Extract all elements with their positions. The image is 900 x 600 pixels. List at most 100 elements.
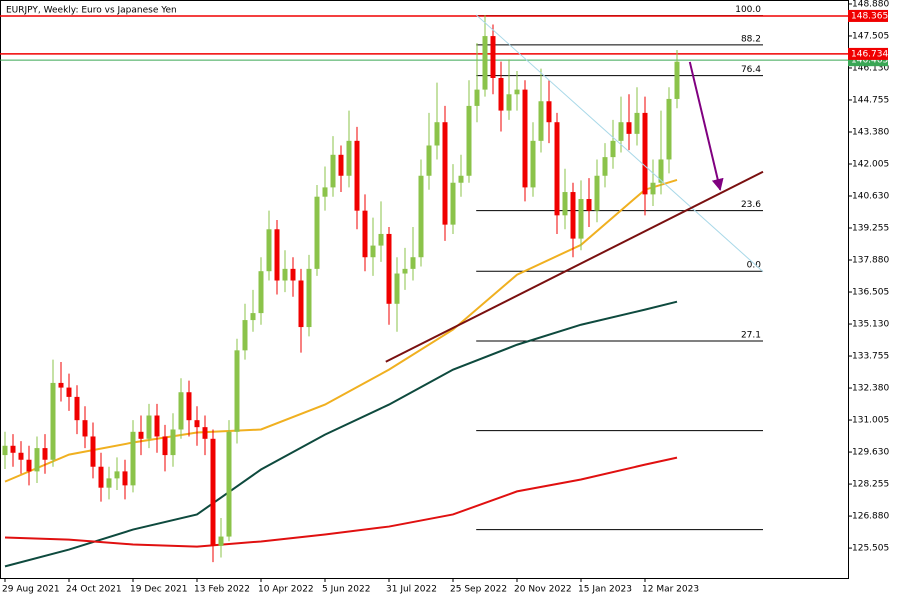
candle-body (18, 452, 24, 460)
y-tick-label: 146.130 (852, 63, 889, 73)
candle-body (642, 112, 648, 195)
candle-body (306, 268, 312, 328)
y-tick-label: 143.380 (852, 127, 889, 137)
x-tick-label: 31 Jul 2022 (386, 585, 437, 595)
candle-body (602, 157, 608, 176)
candle-body (346, 140, 352, 176)
candle-body (570, 192, 576, 239)
trend-line (475, 14, 764, 273)
candle-body (330, 154, 336, 188)
candle-body (426, 145, 432, 176)
candle-body (162, 436, 168, 456)
arrow (688, 61, 724, 191)
candle-body (314, 196, 320, 269)
candle-body (66, 387, 72, 397)
candle-body (258, 271, 264, 314)
candle-body (522, 89, 528, 188)
y-tick-label: 125.505 (852, 544, 889, 554)
x-tick-label: 5 Jun 2022 (322, 585, 370, 595)
candle-body (266, 229, 272, 272)
x-tick-label: 13 Feb 2022 (194, 585, 250, 595)
x-tick-label: 24 Oct 2021 (66, 585, 122, 595)
y-tick-label: 147.505 (852, 31, 889, 41)
y-tick-label: 131.005 (852, 416, 889, 426)
candle-body (514, 89, 520, 95)
x-tick-label: 12 Mar 2023 (642, 585, 699, 595)
candle-body (130, 431, 136, 486)
y-tick-label: 142.005 (852, 159, 889, 169)
candle-body (434, 122, 440, 146)
candle-body (34, 448, 40, 472)
candle-body (338, 154, 344, 176)
candle-body (466, 105, 472, 176)
y-tick-label: 129.630 (852, 448, 889, 458)
candle-body (2, 445, 8, 456)
candle-body (282, 268, 288, 281)
candle-body (138, 431, 144, 439)
y-tick-label: 137.880 (852, 256, 889, 266)
fib-label: 76.4 (741, 65, 761, 75)
candle-body (386, 233, 392, 304)
candle-body (498, 77, 504, 111)
candle-body (42, 448, 48, 460)
candle-body (626, 122, 632, 134)
x-tick-label: 20 Nov 2022 (514, 585, 572, 595)
candle-body (146, 415, 152, 439)
fib-label: 23.6 (741, 200, 761, 210)
candle-body (90, 436, 96, 467)
candle-body (170, 429, 176, 456)
chart-title: EURJPY, Weekly: Euro vs Japanese Yen (6, 6, 177, 16)
candle-body (378, 233, 384, 246)
candle-body (226, 431, 232, 537)
candle-body (202, 427, 208, 439)
candle-body (242, 320, 248, 351)
x-tick-label: 29 Aug 2021 (2, 585, 60, 595)
candle-body (474, 89, 480, 106)
candle-body (650, 182, 656, 195)
y-tick-label: 135.130 (852, 320, 889, 330)
candle-body (442, 122, 448, 225)
candle-body (250, 313, 256, 321)
candle-body (122, 471, 128, 486)
y-tick-label: 133.755 (852, 352, 889, 362)
candle-body (666, 98, 672, 160)
candle-body (674, 61, 680, 99)
candle-body (154, 415, 160, 437)
candle-body (450, 182, 456, 225)
price-tag-label: 146.465 (851, 56, 888, 66)
x-tick-label: 15 Jan 2023 (578, 585, 632, 595)
candle-body (178, 392, 184, 430)
candle-body (10, 445, 16, 453)
candle-body (418, 175, 424, 258)
candle-body (402, 268, 408, 274)
fib-label: 27.1 (741, 331, 761, 341)
candle-body (618, 122, 624, 141)
candle-body (458, 175, 464, 183)
candle-body (658, 159, 664, 183)
price-tag (848, 9, 888, 22)
candle-body (106, 478, 112, 488)
candle-body (530, 140, 536, 188)
y-tick-label: 132.380 (852, 384, 889, 394)
fib-label: 100.0 (735, 5, 761, 15)
y-tick-label: 139.255 (852, 224, 889, 234)
candle-body (634, 112, 640, 134)
candle-body (274, 229, 280, 281)
candle-body (210, 438, 216, 546)
candle-body (74, 396, 80, 421)
plot-frame (0, 0, 849, 579)
candle-body (234, 350, 240, 432)
candle-body (394, 273, 400, 304)
y-tick-label: 148.880 (852, 0, 889, 9)
candle-body (298, 280, 304, 328)
candle-body (50, 382, 56, 460)
y-tick-label: 136.505 (852, 288, 889, 298)
candle-body (594, 175, 600, 211)
candle-body (554, 122, 560, 216)
candle-body (370, 245, 376, 258)
fib-label: 0.0 (747, 261, 762, 271)
candle-body (58, 382, 64, 388)
candle-body (482, 36, 488, 90)
x-tick-label: 19 Dec 2021 (130, 585, 188, 595)
